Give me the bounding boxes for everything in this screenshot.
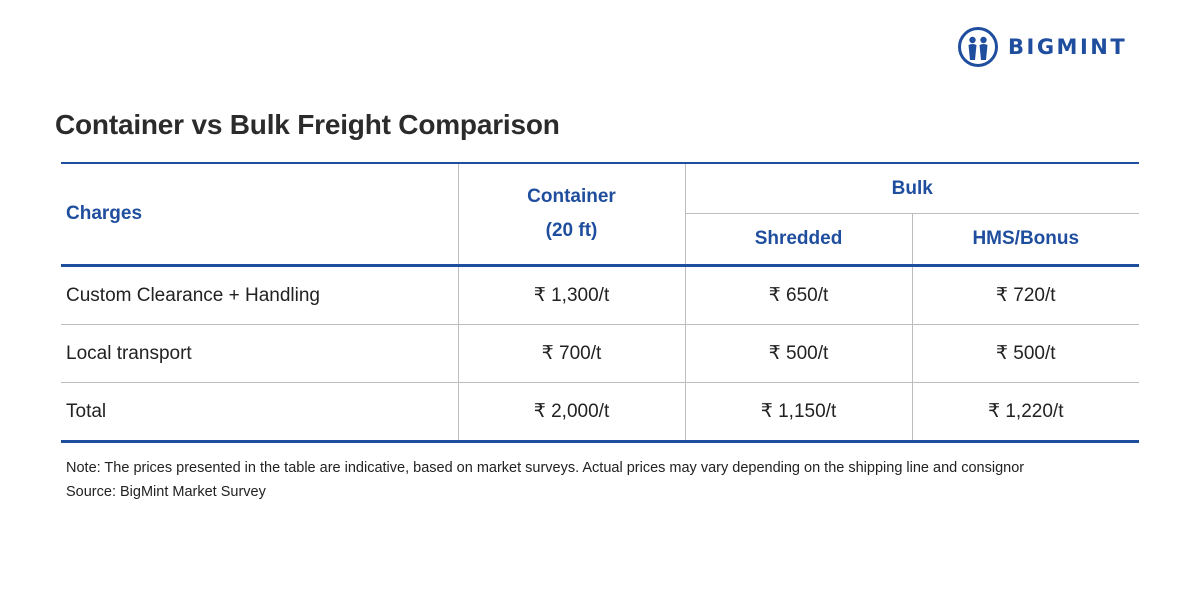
header-container-line2: (20 ft) [545,220,598,241]
table-header-row: Charges Container (20 ft) Bulk [61,162,1139,267]
table-subheader-row: Shredded HMS/Bonus [61,213,1139,267]
row-label: Total [61,382,459,443]
cell-shredded: ₹ 650/t [685,265,913,325]
cell-container: ₹ 2,000/t [458,382,686,443]
header-hms-bonus: HMS/Bonus [912,213,1139,267]
table-row-total: Total ₹ 2,000/t ₹ 1,150/t ₹ 1,220/t [61,382,1139,443]
header-shredded: Shredded [685,213,913,267]
cell-container: ₹ 1,300/t [458,265,686,325]
cell-container: ₹ 700/t [458,324,686,383]
header-container-line1: Container [527,186,616,207]
note-text: Note: The prices presented in the table … [66,460,1025,476]
freight-comparison-table: Charges Container (20 ft) Bulk Shredded … [61,162,1139,443]
cell-shredded: ₹ 1,150/t [685,382,913,443]
cell-hms-bonus: ₹ 1,220/t [912,382,1139,443]
source-text: Source: BigMint Market Survey [66,484,266,500]
table-row: Local transport ₹ 700/t ₹ 500/t ₹ 500/t [61,324,1139,383]
cell-hms-bonus: ₹ 720/t [912,265,1139,325]
row-label: Local transport [61,324,459,383]
cell-hms-bonus: ₹ 500/t [912,324,1139,383]
page-title: Container vs Bulk Freight Comparison [55,109,560,140]
header-charges: Charges [61,162,459,267]
table-row: Custom Clearance + Handling ₹ 1,300/t ₹ … [61,265,1139,325]
header-container: Container (20 ft) [458,162,686,267]
brand-name: BIGMINT [1008,35,1128,59]
cell-shredded: ₹ 500/t [685,324,913,383]
brand-logo: BIGMINT [958,27,1127,67]
bigmint-people-icon [958,27,998,67]
row-label: Custom Clearance + Handling [61,265,459,325]
header-bulk: Bulk [685,162,1139,214]
footnotes: Note: The prices presented in the table … [66,456,1024,504]
